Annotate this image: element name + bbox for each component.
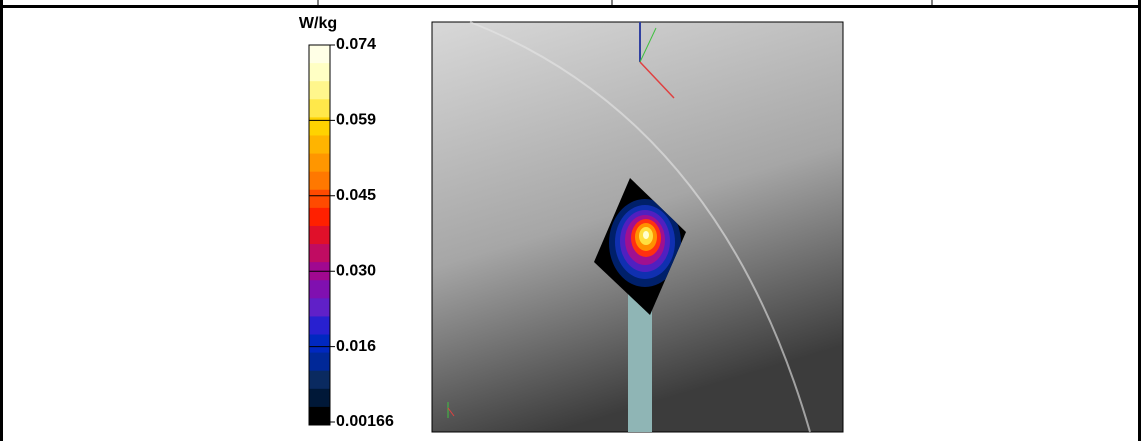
border-row	[0, 5, 1141, 8]
colorbar-segment	[309, 352, 330, 372]
border-left	[0, 0, 3, 441]
colorbar-unit: W/kg	[299, 15, 337, 32]
mini-axis	[447, 407, 455, 417]
colorbar-label: 0.030	[336, 262, 376, 279]
colorbar-segment	[309, 63, 330, 82]
colorbar-segment	[309, 316, 330, 336]
colorbar-segment	[309, 370, 330, 390]
colorbar-label: 0.016	[336, 338, 376, 355]
colorbar-segment	[309, 406, 330, 426]
colorbar-segment	[309, 99, 330, 118]
colorbar-segment	[309, 153, 330, 173]
colorbar-segment	[309, 171, 330, 191]
colorbar: 0.074 0.059 0.045 0.030 0.016 0.00166	[308, 36, 394, 430]
sar-hotspot	[609, 199, 681, 287]
colorbar-segment	[309, 117, 330, 136]
colorbar-segment	[309, 189, 330, 209]
colorbar-segment	[309, 298, 330, 317]
colorbar-segment	[309, 225, 330, 245]
render-view	[431, 21, 844, 433]
colorbar-segment	[309, 334, 330, 354]
colorbar-segment	[309, 280, 330, 299]
colorbar-label: 0.045	[336, 187, 376, 204]
colorbar-segment	[309, 207, 330, 227]
colorbar-segment	[309, 244, 330, 263]
colorbar-segment	[309, 81, 330, 100]
axis-x	[639, 61, 675, 99]
device-stem	[628, 290, 652, 432]
colorbar-segment	[309, 135, 330, 155]
colorbar-segment	[309, 388, 330, 408]
colorbar-label: 0.00166	[336, 413, 394, 430]
axis-y	[639, 27, 657, 63]
colorbar-label: 0.059	[336, 112, 376, 129]
colorbar-label: 0.074	[336, 36, 376, 53]
colorbar-segment	[309, 45, 330, 64]
border-right	[1138, 0, 1141, 441]
phantom-edge	[469, 21, 811, 433]
